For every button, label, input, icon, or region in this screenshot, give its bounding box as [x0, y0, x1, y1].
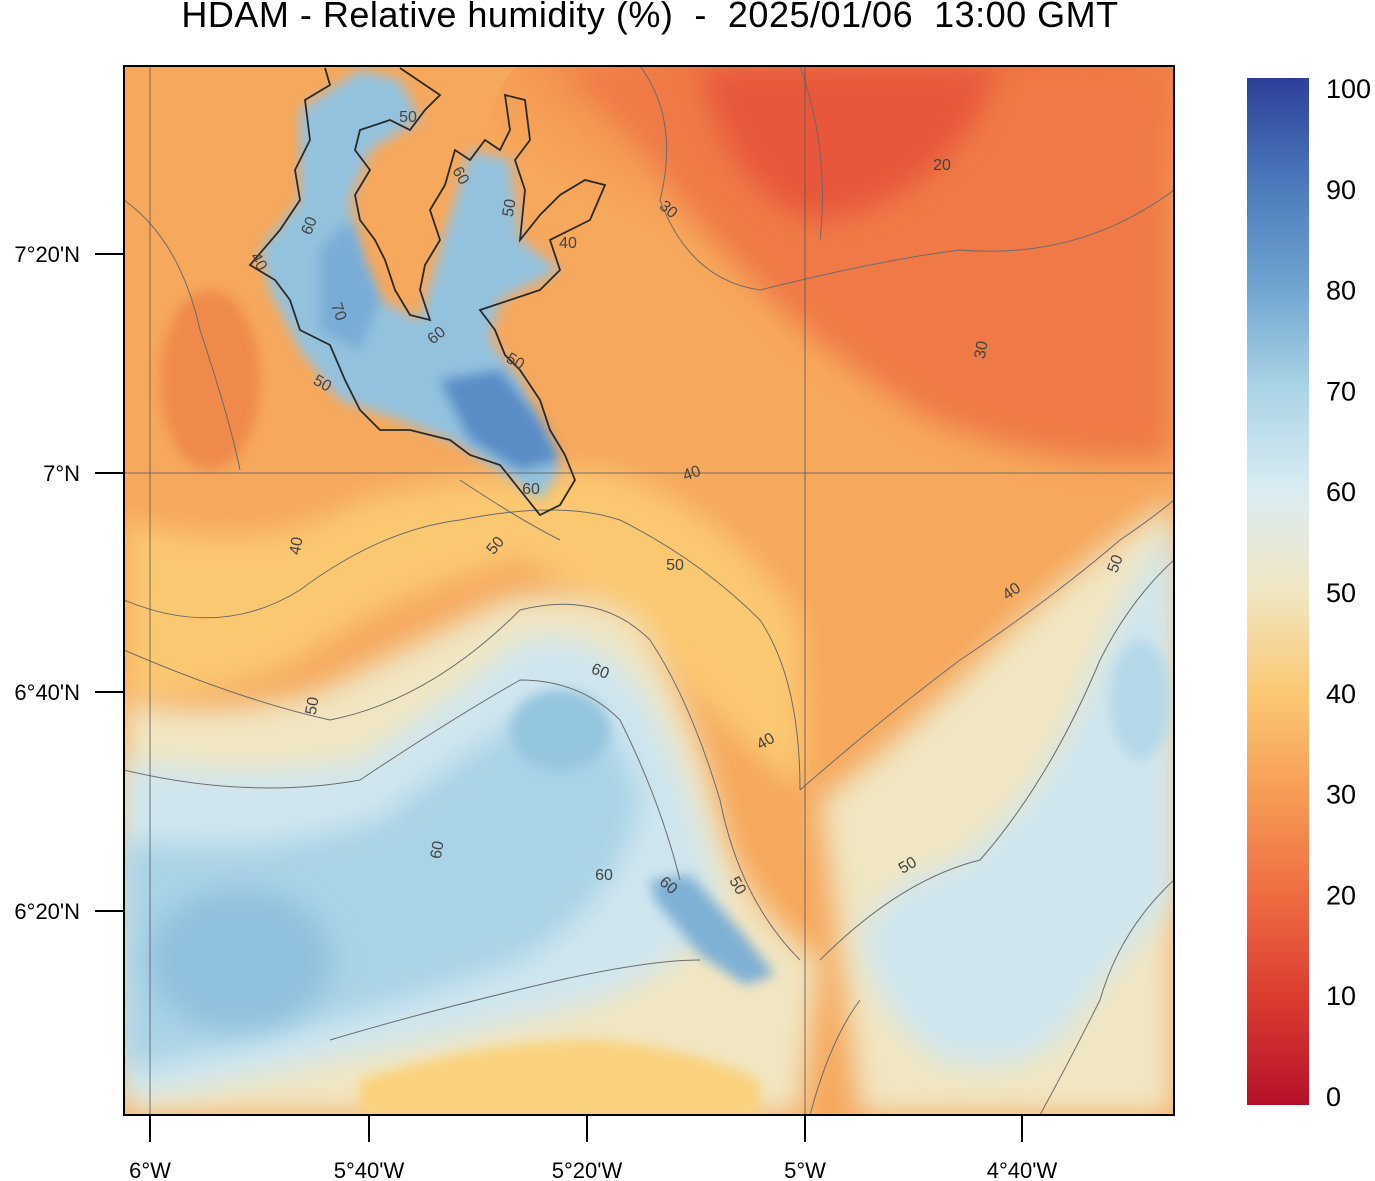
contour-label: 40: [287, 536, 307, 557]
colorbar-ramp: [1247, 78, 1309, 1105]
contour-label: 60: [589, 661, 612, 683]
colorbar-tick-label: 40: [1326, 679, 1356, 709]
x-tick-label: 6°W: [129, 1158, 171, 1181]
contour-lines: [124, 66, 1174, 1115]
map-title: HDAM - Relative humidity (%) - 2025/01/0…: [181, 0, 1119, 35]
colorbar-tick-label: 100: [1326, 74, 1371, 104]
contour-label: 50: [399, 109, 417, 126]
contour-label: 30: [972, 340, 992, 361]
x-tick-label: 4°40'W: [987, 1158, 1058, 1181]
contour-label: 20: [933, 157, 951, 174]
contour-label: 50: [1105, 553, 1127, 576]
axes: 6°W 5°40'W 5°20'W 5°W 4°40'W 7°20'N 7°N 6°40'N 6…: [14, 242, 1057, 1181]
contour-label: 50: [896, 854, 920, 878]
contour-label: 60: [595, 867, 613, 884]
contour-label: 60: [448, 164, 472, 188]
x-tick-label: 5°20'W: [552, 1158, 623, 1181]
graticule: [124, 66, 1174, 1115]
colorbar-tick-label: 0: [1326, 1082, 1341, 1112]
y-tick-label: 6°20'N: [14, 899, 80, 924]
colorbar-tick-label: 10: [1326, 981, 1356, 1011]
colorbar: 0 10 20 30 40 50 60 70 80 90 100: [1247, 74, 1371, 1112]
y-tick-label: 6°40'N: [14, 680, 80, 705]
colorbar-tick-label: 30: [1326, 780, 1356, 810]
contour-label: 50: [503, 350, 527, 374]
colorbar-labels: 0 10 20 30 40 50 60 70 80 90 100: [1326, 74, 1371, 1112]
x-tick-label: 5°W: [784, 1158, 826, 1181]
contour-label: 60: [428, 840, 448, 861]
contour-label: 40: [754, 730, 778, 754]
colorbar-tick-label: 60: [1326, 477, 1356, 507]
contour-label: 40: [681, 463, 704, 485]
humidity-field: [124, 66, 1174, 1115]
contour-label: 40: [246, 250, 270, 274]
contour-label: 50: [666, 557, 684, 574]
lake-outline: [248, 67, 607, 517]
contour-label: 60: [522, 481, 540, 498]
map-frame: [123, 65, 1175, 1116]
contour-label: 70: [327, 301, 349, 324]
contour-label: 50: [725, 874, 749, 898]
contour-label: 60: [299, 215, 321, 238]
colorbar-tick-label: 80: [1326, 276, 1356, 306]
contour-label: 40: [559, 235, 577, 252]
colorbar-tick-label: 20: [1326, 880, 1356, 910]
contour-label: 50: [500, 198, 520, 219]
colorbar-tick-label: 70: [1326, 376, 1356, 406]
colorbar-tick-label: 90: [1326, 175, 1356, 205]
y-tick-label: 7°N: [43, 461, 80, 486]
colorbar-tick-label: 50: [1326, 578, 1356, 608]
x-tick-label: 5°40'W: [334, 1158, 405, 1181]
contour-label: 50: [310, 372, 334, 396]
contour-label: 50: [303, 696, 323, 717]
y-tick-label: 7°20'N: [14, 242, 80, 267]
